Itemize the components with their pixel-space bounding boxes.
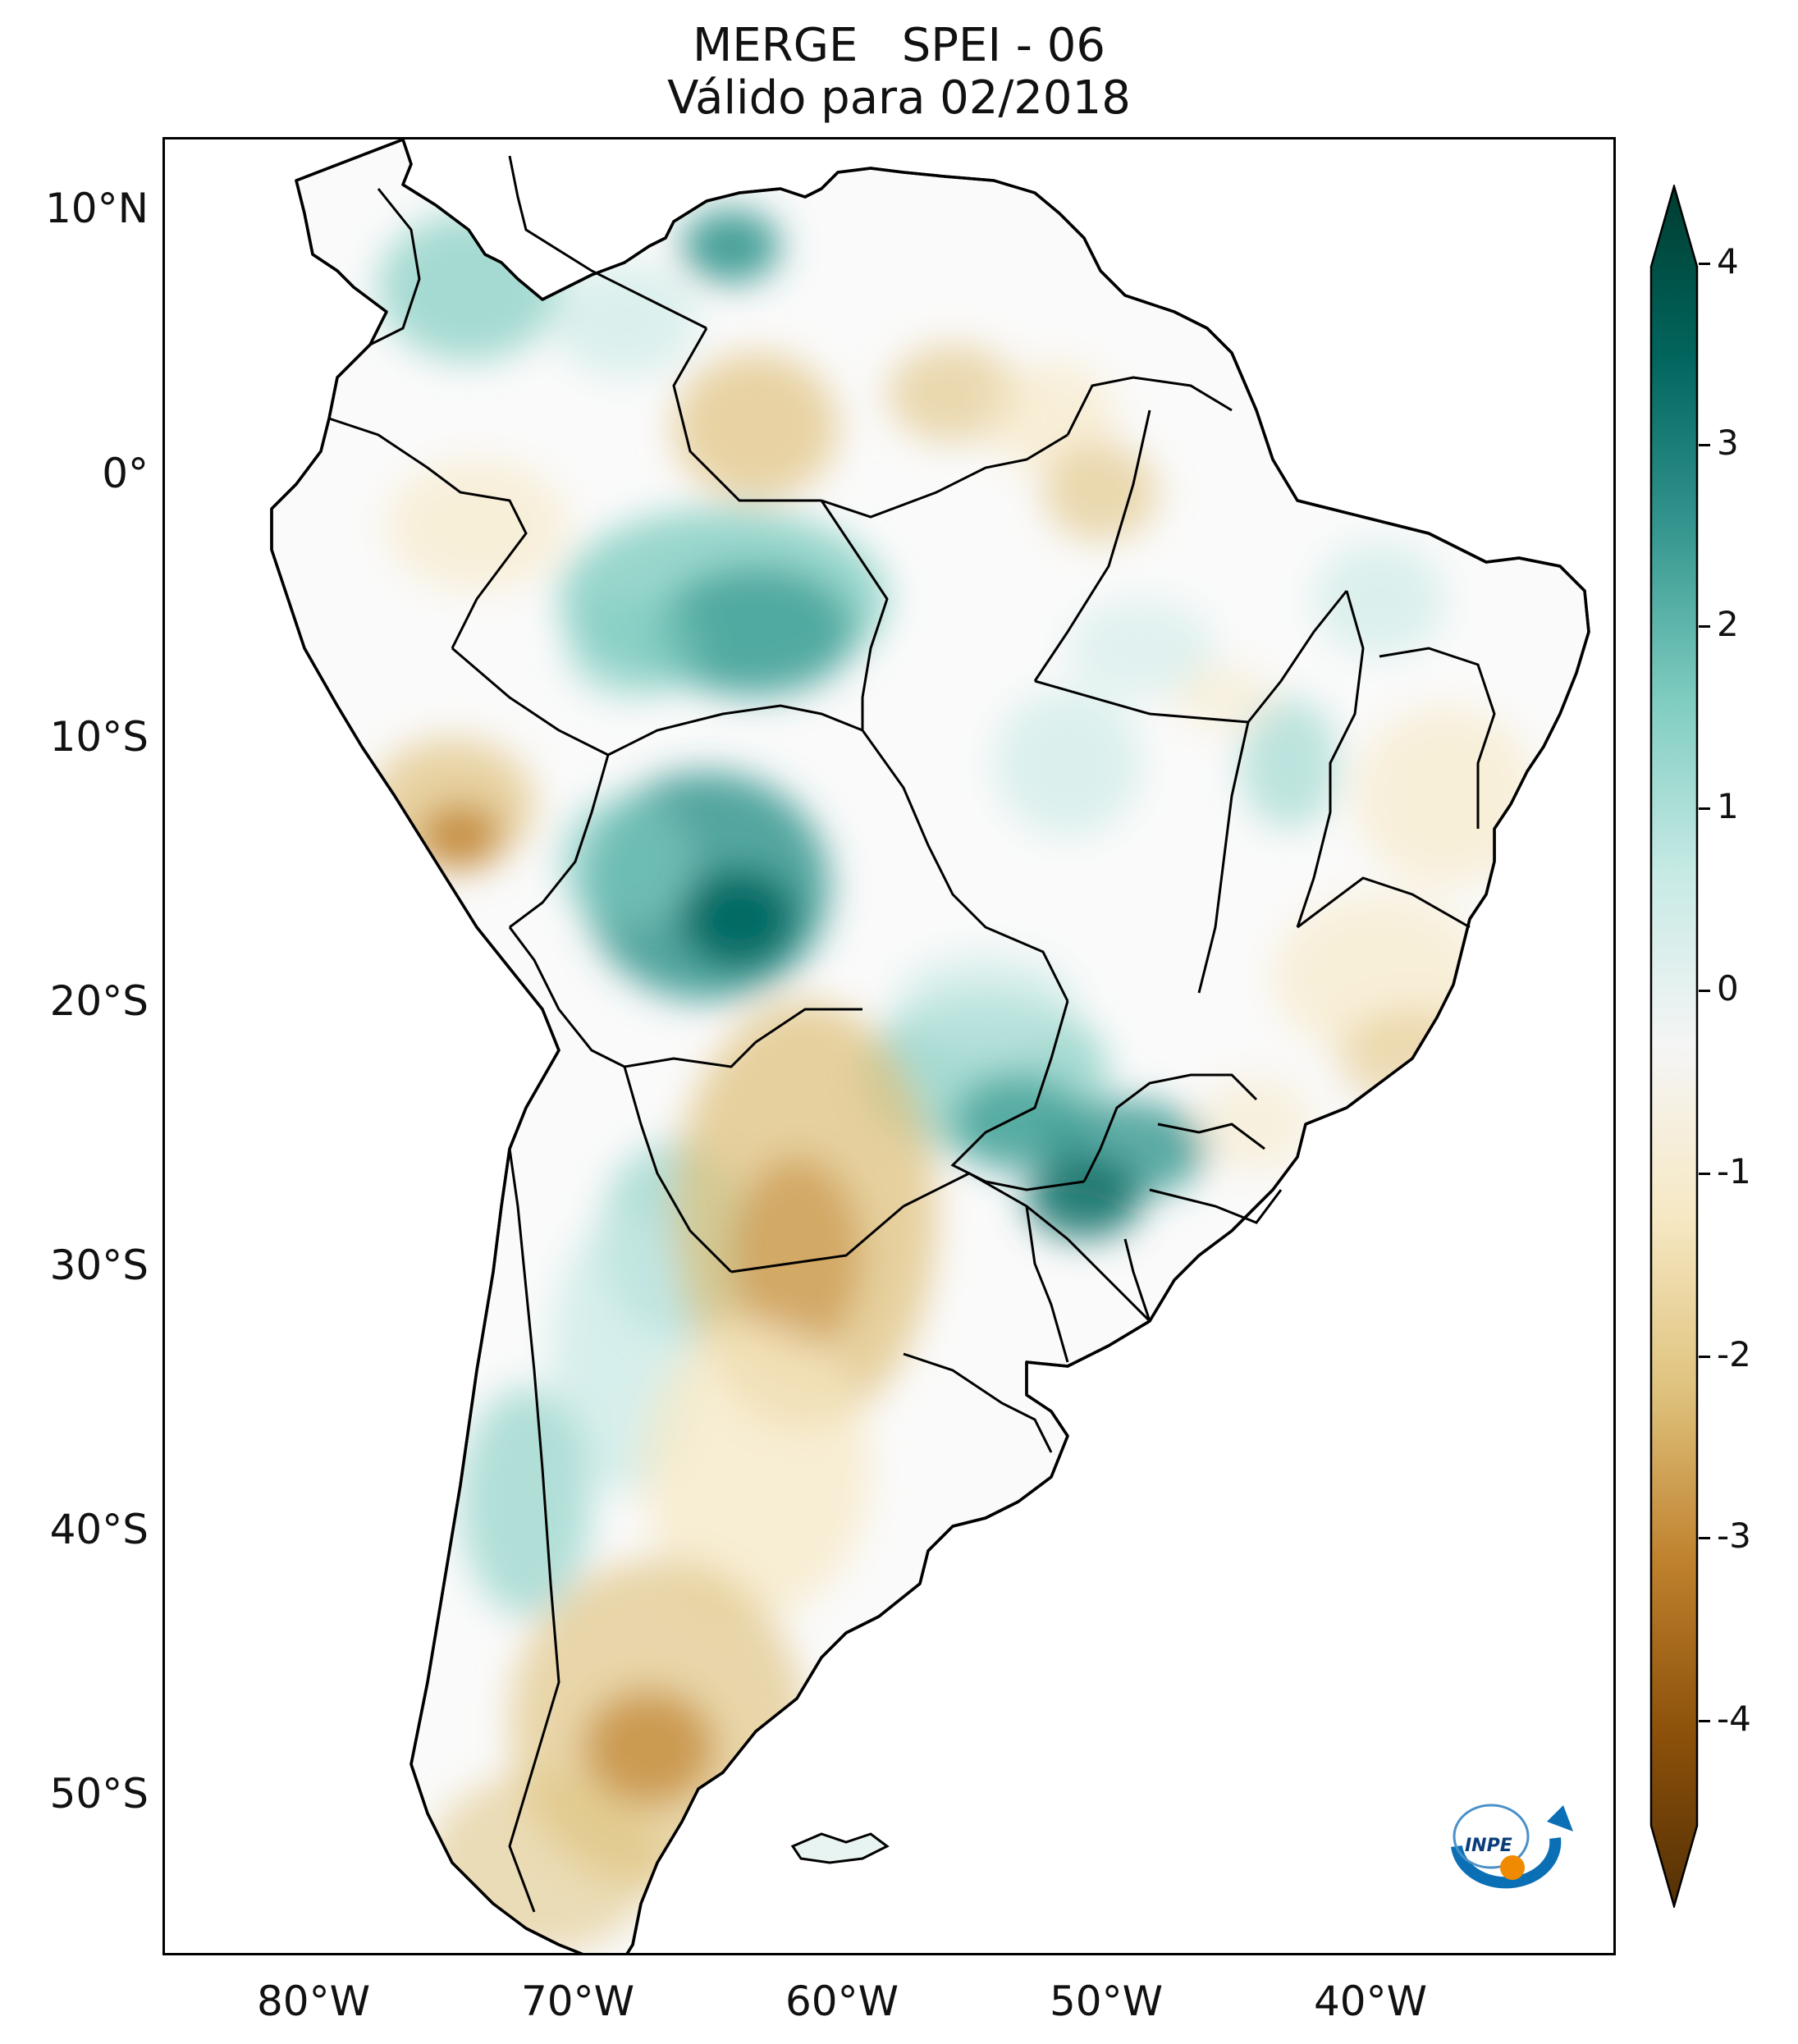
colorbar-tick-mark — [1699, 1720, 1710, 1722]
falkland-islands — [790, 1832, 890, 1864]
country-border — [1034, 679, 1249, 724]
country-border — [903, 1172, 1151, 1323]
country-border — [624, 1008, 862, 1068]
colorbar-tick-label: -3 — [1717, 1516, 1751, 1556]
anomaly-patch — [682, 870, 797, 968]
country-border — [607, 704, 863, 757]
country-border — [1296, 590, 1365, 928]
colorbar-tick-label: -1 — [1717, 1151, 1751, 1191]
colorbar-tick-mark — [1699, 625, 1710, 628]
lat-label-20s: 20°S — [49, 977, 149, 1025]
anomaly-patch — [1511, 845, 1576, 960]
country-border — [672, 327, 821, 502]
lat-label-30s: 30°S — [49, 1241, 149, 1289]
anomaly-patch — [583, 1690, 715, 1805]
anomaly-patch — [731, 1157, 862, 1354]
lat-label-40s: 40°S — [49, 1506, 149, 1553]
lon-label-60w: 60°W — [785, 1978, 899, 2025]
country-border — [1297, 876, 1471, 929]
country-border — [509, 754, 610, 929]
country-border — [1082, 1073, 1258, 1182]
lon-label-40w: 40°W — [1313, 1978, 1428, 2025]
lat-label-10s: 10°S — [49, 713, 149, 761]
anomaly-patch — [1314, 542, 1445, 656]
anomaly-patch — [419, 804, 501, 870]
colorbar-tick-label: 1 — [1717, 786, 1739, 826]
country-borders — [328, 155, 1496, 1913]
country-border — [623, 1066, 733, 1273]
colorbar-tick-label: 2 — [1717, 604, 1739, 644]
lat-label-50s: 50°S — [49, 1770, 149, 1818]
anomaly-patch — [1068, 599, 1215, 697]
lon-label-80w: 80°W — [256, 1978, 371, 2025]
anomaly-patch — [1199, 1075, 1314, 1173]
country-border — [730, 1205, 904, 1273]
colorbar-tick-mark — [1699, 1173, 1710, 1175]
country-border — [451, 647, 609, 757]
country-border — [369, 188, 421, 346]
colorbar-tick-label: 3 — [1717, 423, 1739, 463]
anomaly-patch — [674, 353, 838, 501]
land-group — [270, 139, 1590, 1953]
map-area — [162, 137, 1616, 1955]
inpe-logo: INPE — [1451, 1804, 1573, 1889]
anomaly-patch — [1174, 665, 1273, 730]
lat-label-0: 0° — [102, 450, 149, 497]
anomaly-patch — [1355, 706, 1535, 886]
south-america-map — [270, 139, 1590, 1953]
anomaly-patch — [428, 1772, 657, 1953]
colorbar-tick-mark — [1699, 807, 1710, 810]
country-border — [508, 1148, 560, 1913]
country-border — [861, 729, 1069, 1002]
anomaly-patch — [682, 209, 780, 283]
colorbar — [1649, 185, 1699, 1908]
colorbar-gradient — [1649, 185, 1699, 1908]
country-border — [1033, 409, 1151, 682]
colorbar-tick-mark — [1699, 444, 1710, 446]
country-border — [821, 433, 1068, 519]
anomaly-patch — [378, 213, 559, 361]
colorbar-tick-mark — [1699, 1356, 1710, 1358]
country-border — [1149, 1188, 1283, 1224]
anomaly-patch — [567, 599, 698, 697]
country-border — [1379, 647, 1496, 829]
lon-label-70w: 70°W — [520, 1978, 635, 2025]
country-border — [1025, 1205, 1069, 1363]
country-border — [1247, 590, 1348, 723]
country-border — [1066, 376, 1233, 436]
anomaly-patch — [895, 952, 1076, 1050]
anomaly-patch — [559, 796, 690, 927]
anomaly-patch — [657, 566, 854, 697]
country-border — [508, 155, 707, 330]
inpe-logo-text: INPE — [1465, 1836, 1512, 1856]
country-border — [903, 1352, 1053, 1453]
anomaly-patch — [994, 689, 1141, 837]
map-title: MERGE SPEI - 06 — [692, 19, 1106, 72]
anomaly-patch — [551, 263, 698, 377]
colorbar-tick-label: -2 — [1717, 1334, 1751, 1374]
country-border — [1197, 721, 1250, 994]
anomaly-patch — [641, 1321, 871, 1616]
anomaly-patch — [387, 460, 567, 591]
colorbar-tick-label: -4 — [1717, 1699, 1751, 1739]
country-border — [328, 417, 528, 649]
lat-label-10n: 10°N — [44, 185, 149, 232]
colorbar-tick-label: 4 — [1717, 241, 1739, 281]
colorbar-tick-mark — [1699, 1537, 1710, 1539]
lon-label-50w: 50°W — [1049, 1978, 1164, 2025]
country-border — [508, 926, 625, 1068]
colorbar-tick-label: 0 — [1717, 968, 1739, 1008]
country-border — [820, 500, 889, 730]
country-border — [1123, 1238, 1151, 1322]
map-subtitle: Válido para 02/2018 — [667, 71, 1131, 125]
colorbar-tick-mark — [1699, 263, 1710, 265]
anomaly-patch — [460, 1387, 592, 1616]
country-border — [1157, 1123, 1265, 1150]
colorbar-tick-mark — [1699, 990, 1710, 992]
anomaly-patch — [1240, 697, 1338, 829]
anomaly-patch — [1027, 1157, 1141, 1239]
country-border — [950, 1000, 1085, 1191]
anomaly-patch — [1043, 443, 1158, 542]
